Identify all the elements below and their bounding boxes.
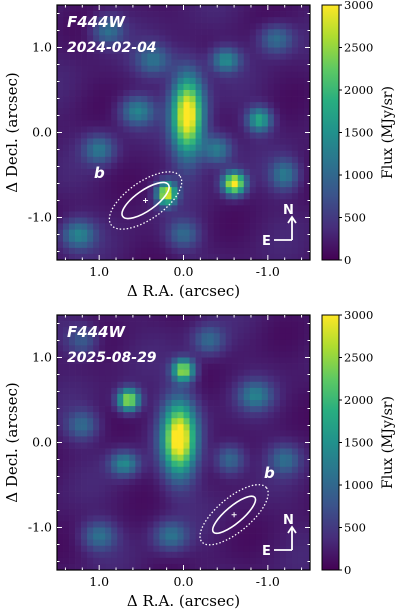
compass-north: N	[283, 203, 294, 218]
colorbar-tick-label: 2000	[344, 393, 373, 407]
compass-east: E	[262, 234, 271, 249]
y-axis-label: Δ Decl. (arcsec)	[3, 382, 21, 502]
compass-north: N	[283, 513, 294, 528]
x-tick-label: -1.0	[256, 574, 280, 589]
colorbar-tick-label: 0	[344, 253, 351, 267]
contour-inner	[211, 495, 257, 535]
colorbar-label: Flux (MJy/sr)	[380, 396, 396, 489]
y-tick-label: -1.0	[28, 520, 52, 535]
y-tick-label: 0.0	[32, 435, 52, 450]
ticks	[57, 5, 310, 260]
x-tick-label: 0.0	[174, 264, 194, 279]
panel-1: 1.0 0.0 -1.0 1.0 0.0 -1.0 Δ R.A. (arcsec) Δ Dec…	[3, 0, 396, 300]
x-axis-label: Δ R.A. (arcsec)	[127, 282, 240, 300]
heatmap-image	[57, 315, 311, 571]
compass-arrows	[274, 215, 297, 241]
colorbar-tick-label: 1500	[344, 126, 373, 140]
colorbar-gradient	[321, 4, 340, 261]
filter-label: F444W	[67, 323, 127, 341]
colorbar: 0 500 1000 1500 2000 2500 3000 Flux (MJy/sr)	[321, 308, 396, 577]
y-tick-label: 0.0	[32, 125, 52, 140]
companion-marker	[143, 198, 149, 203]
x-tick-label: 1.0	[89, 264, 109, 279]
y-tick-label: 1.0	[32, 40, 52, 55]
colorbar-tick-label: 0	[344, 563, 351, 577]
y-tick-label: -1.0	[28, 210, 52, 225]
companion-marker	[231, 512, 237, 518]
colorbar-tick-label: 1500	[344, 436, 373, 450]
colorbar-tick-label: 2500	[344, 41, 373, 55]
contour-outer	[108, 171, 183, 230]
companion-label: b	[264, 464, 275, 482]
colorbar-tick-label: 2500	[344, 351, 373, 365]
ticks	[57, 315, 310, 570]
contour-inner	[121, 181, 170, 220]
x-axis-label: Δ R.A. (arcsec)	[127, 592, 240, 610]
y-tick-label: 1.0	[32, 350, 52, 365]
colorbar-label: Flux (MJy/sr)	[380, 86, 396, 179]
compass-arrows	[274, 525, 297, 551]
contour-outer	[199, 484, 269, 546]
y-axis-label: Δ Decl. (arcsec)	[3, 72, 21, 192]
companion-label: b	[94, 164, 105, 182]
colorbar: 0 500 1000 1500 2000 2500 3000 Flux (MJy/sr)	[321, 0, 396, 267]
x-tick-label: 1.0	[89, 574, 109, 589]
colorbar-tick-label: 3000	[344, 0, 373, 12]
compass-east: E	[262, 544, 271, 559]
colorbar-tick-label: 1000	[344, 478, 373, 492]
filter-label: F444W	[67, 13, 127, 31]
colorbar-tick-label: 2000	[344, 83, 373, 97]
panel-2: 1.0 0.0 -1.0 1.0 0.0 -1.0 Δ R.A. (arcsec) Δ Dec…	[3, 308, 396, 610]
x-tick-label: -1.0	[256, 264, 280, 279]
colorbar-tick-label: 1000	[344, 168, 373, 182]
heatmap-image	[57, 5, 311, 261]
colorbar-tick-label: 3000	[344, 308, 373, 322]
colorbar-tick-label: 500	[344, 521, 366, 535]
date-label: 2024-02-04	[67, 40, 157, 56]
colorbar-tick-label: 500	[344, 211, 366, 225]
x-tick-label: 0.0	[174, 574, 194, 589]
colorbar-gradient	[321, 314, 340, 571]
date-label: 2025-08-29	[67, 350, 157, 366]
